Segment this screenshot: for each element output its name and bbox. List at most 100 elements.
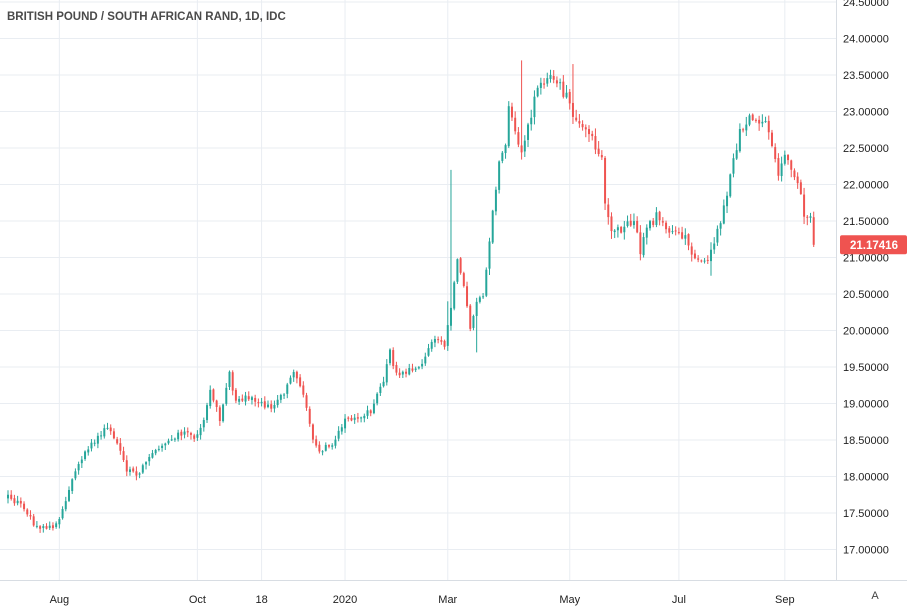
candle xyxy=(212,388,215,403)
candle xyxy=(234,387,237,404)
candle-body xyxy=(61,509,64,519)
candle-body xyxy=(347,417,350,419)
candle-body xyxy=(575,117,578,121)
candle xyxy=(122,446,125,463)
candle xyxy=(193,433,196,442)
candle xyxy=(398,368,401,378)
last-price-label: 21.17416 xyxy=(850,240,898,252)
candle-body xyxy=(539,82,542,88)
candle-body xyxy=(96,435,99,444)
grid xyxy=(0,0,836,580)
price-axis[interactable]: 24.50000 24.00000 23.50000 23.00000 22.50000… xyxy=(843,0,889,557)
candle-body xyxy=(783,154,786,164)
candle xyxy=(690,242,693,262)
candle xyxy=(353,413,356,424)
candle xyxy=(109,424,112,435)
candle-body xyxy=(517,132,520,145)
candle xyxy=(318,441,321,454)
candle-body xyxy=(263,401,266,408)
candle-body xyxy=(494,189,497,212)
time-axis[interactable]: Aug Oct 18 2020 Mar May Jul Sep xyxy=(50,594,795,606)
candle xyxy=(77,461,80,475)
candle xyxy=(581,120,584,131)
candle-body xyxy=(719,223,722,229)
candle xyxy=(283,393,286,399)
candle xyxy=(84,450,87,461)
candle-body xyxy=(334,439,337,446)
candle-body xyxy=(145,462,148,465)
candle-body xyxy=(369,410,372,414)
candle-body xyxy=(228,371,231,387)
candle-body xyxy=(767,120,770,133)
candle xyxy=(642,232,645,258)
candle xyxy=(80,456,83,468)
candle xyxy=(119,438,122,455)
candle-body xyxy=(372,403,375,414)
candle xyxy=(324,442,327,452)
candle-body xyxy=(703,260,706,262)
candle-body xyxy=(244,395,247,402)
candle-body xyxy=(735,150,738,159)
candle xyxy=(668,226,671,238)
price-tick-label: 20.50000 xyxy=(843,289,889,301)
candle-body xyxy=(257,402,260,404)
candle xyxy=(135,466,138,481)
candle-body xyxy=(35,525,38,527)
candle xyxy=(405,368,408,378)
candle xyxy=(10,490,13,501)
candle xyxy=(23,501,26,512)
candle-body xyxy=(527,124,530,140)
candle-body xyxy=(183,431,186,435)
candle-body xyxy=(417,367,420,369)
candle-body xyxy=(668,228,671,233)
candle-body xyxy=(578,121,581,124)
candle-body xyxy=(276,399,279,406)
auto-scale-label[interactable]: A xyxy=(871,590,879,602)
candle-body xyxy=(305,395,308,408)
candle-body xyxy=(100,435,103,437)
candle-body xyxy=(803,194,806,217)
price-tick-label: 22.00000 xyxy=(843,180,889,192)
candle-body xyxy=(706,259,709,261)
candle xyxy=(35,521,38,529)
candle-body xyxy=(520,145,523,153)
candle xyxy=(164,442,167,451)
price-tick-label: 24.50000 xyxy=(843,0,889,9)
candle xyxy=(735,143,738,160)
candle xyxy=(411,363,414,373)
auto-scale-button[interactable]: A xyxy=(866,586,884,604)
candle-body xyxy=(382,381,385,387)
candle-body xyxy=(398,372,401,376)
candle xyxy=(783,150,786,166)
candle-body xyxy=(234,389,237,401)
candle xyxy=(154,448,157,456)
candle-body xyxy=(642,237,645,256)
candle-body xyxy=(344,418,347,429)
candle-body xyxy=(597,148,600,155)
candle xyxy=(600,150,603,161)
candle xyxy=(87,446,90,456)
candle xyxy=(620,225,623,234)
price-tick-label: 18.00000 xyxy=(843,472,889,484)
candle-body xyxy=(729,174,732,197)
candle-body xyxy=(180,431,183,436)
candle-body xyxy=(206,405,209,421)
candle xyxy=(498,160,501,194)
candle-body xyxy=(754,119,757,121)
candle xyxy=(812,211,815,248)
candle-body xyxy=(286,384,289,394)
candle xyxy=(305,392,308,411)
candle xyxy=(379,383,382,396)
candle-body xyxy=(610,216,613,232)
time-tick-label: Jul xyxy=(672,594,686,606)
candle-body xyxy=(350,417,353,421)
candle-body xyxy=(122,451,125,461)
candle xyxy=(209,385,212,409)
candle xyxy=(636,216,639,234)
candle-body xyxy=(173,438,176,440)
candle-body xyxy=(469,305,472,329)
price-tick-label: 17.50000 xyxy=(843,508,889,520)
candle-body xyxy=(379,386,382,393)
